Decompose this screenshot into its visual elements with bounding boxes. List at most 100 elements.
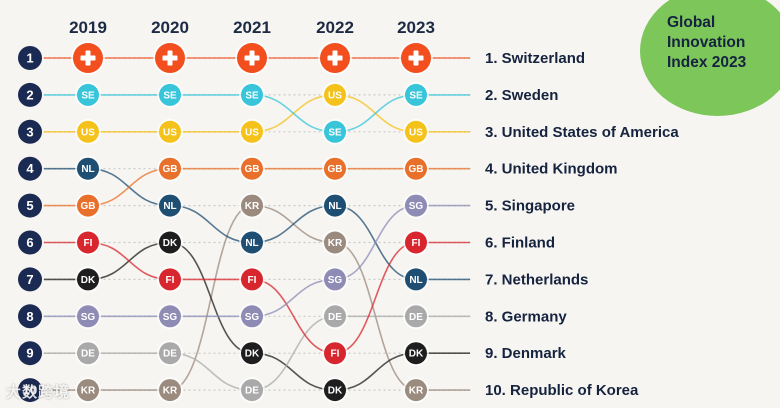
node-dk-2019: [77, 268, 99, 291]
rank-number-3: 3: [26, 124, 33, 139]
node-code-se-2019: SE: [81, 90, 95, 101]
node-code-de-2023: DE: [409, 312, 423, 323]
node-code-dk-2021: DK: [245, 349, 260, 360]
node-se-2023: [405, 83, 427, 106]
rank-circle-1: [18, 46, 42, 70]
node-se-2022: [324, 120, 346, 143]
node-kr-2021: [241, 194, 263, 217]
year-label-2020: 2020: [151, 18, 189, 37]
series-line-nl: [44, 167, 470, 281]
node-nl-2020: [159, 194, 181, 217]
node-nl-2019: [77, 157, 99, 180]
node-us-2019: [77, 120, 99, 143]
node-code-sg-2020: SG: [163, 312, 178, 323]
rank-number-5: 5: [26, 198, 33, 213]
node-code-nl-2020: NL: [163, 201, 176, 212]
rank-number-8: 8: [26, 309, 33, 324]
node-gb-2023: [405, 157, 427, 180]
node-code-sg-2021: SG: [245, 312, 260, 323]
node-sg-2021: [241, 305, 263, 328]
node-code-se-2020: SE: [163, 90, 177, 101]
rank-number-9: 9: [26, 346, 33, 361]
node-dk-2020: [159, 231, 181, 254]
node-code-fi-2022: FI: [331, 349, 340, 360]
node-code-dk-2020: DK: [163, 238, 178, 249]
final-label-9: 9. Denmark: [485, 345, 567, 362]
rank-circle-9: [18, 341, 42, 366]
node-fi-2023: [405, 231, 427, 254]
rank-circle-2: [18, 82, 42, 107]
node-code-us-2019: US: [81, 127, 95, 138]
final-label-6: 6. Finland: [485, 235, 555, 252]
node-sg-2023: [405, 194, 427, 217]
node-code-sg-2022: SG: [328, 275, 343, 286]
rank-circle-6: [18, 230, 42, 255]
node-nl-2022: [324, 194, 346, 217]
rank-circle-3: [18, 119, 42, 144]
node-us-2022: [324, 83, 346, 106]
year-label-2021: 2021: [233, 18, 271, 37]
node-de-2021: [241, 379, 263, 402]
node-nl-2023: [405, 268, 427, 291]
node-gb-2019: [77, 194, 99, 217]
node-fi-2020: [159, 268, 181, 291]
rank-circle-5: [18, 193, 42, 218]
node-se-2020: [159, 83, 181, 106]
node-code-se-2022: SE: [328, 127, 342, 138]
node-code-gb-2022: GB: [328, 164, 343, 175]
node-dk-2022: [324, 379, 346, 402]
node-fi-2019: [77, 231, 99, 254]
node-kr-2019: [77, 379, 99, 402]
chart-title: Global Innovation Index 2023: [667, 14, 747, 71]
node-code-kr-2023: KR: [409, 386, 424, 397]
final-label-8: 8. Germany: [485, 308, 567, 325]
node-code-kr-2022: KR: [328, 238, 343, 249]
node-code-dk-2023: DK: [409, 349, 424, 360]
node-code-de-2020: DE: [163, 349, 177, 360]
title-badge: [640, 0, 780, 116]
rank-number-4: 4: [26, 161, 34, 176]
node-code-fi-2021: FI: [248, 275, 257, 286]
node-code-gb-2023: GB: [409, 164, 424, 175]
final-label-3: 3. United States of America: [485, 124, 679, 141]
node-de-2019: [77, 342, 99, 365]
node-code-fi-2020: FI: [166, 275, 175, 286]
node-code-nl-2022: NL: [328, 201, 341, 212]
rank-number-6: 6: [26, 235, 33, 250]
node-de-2023: [405, 305, 427, 328]
node-nl-2021: [241, 231, 263, 254]
node-code-us-2023: US: [409, 127, 423, 138]
rank-number-1: 1: [26, 51, 33, 66]
node-code-de-2021: DE: [245, 386, 259, 397]
node-code-se-2021: SE: [245, 90, 259, 101]
rank-number-2: 2: [26, 87, 33, 102]
node-us-2021: [241, 120, 263, 143]
node-code-de-2019: DE: [81, 349, 95, 360]
node-code-se-2023: SE: [409, 90, 423, 101]
node-dk-2023: [405, 342, 427, 365]
year-label-2023: 2023: [397, 18, 435, 37]
rank-circle-10: [18, 378, 42, 403]
node-code-nl-2019: NL: [81, 164, 94, 175]
node-se-2021: [241, 83, 263, 106]
node-code-dk-2019: DK: [81, 275, 96, 286]
swiss-cross-icon-h-2023: [408, 55, 424, 61]
node-code-gb-2020: GB: [163, 164, 178, 175]
node-de-2020: [159, 342, 181, 365]
rank-number-7: 7: [26, 272, 33, 287]
node-us-2023: [405, 120, 427, 143]
watermark: 大数跨境: [6, 383, 71, 401]
node-code-sg-2019: SG: [81, 312, 96, 323]
year-label-2022: 2022: [316, 18, 354, 37]
node-code-nl-2021: NL: [245, 238, 258, 249]
node-dk-2021: [241, 342, 263, 365]
rank-number-10: 10: [23, 383, 37, 398]
node-us-2020: [159, 120, 181, 143]
swiss-cross-icon-h-2019: [80, 55, 96, 61]
node-gb-2022: [324, 157, 346, 180]
node-code-us-2022: US: [328, 90, 342, 101]
node-code-de-2022: DE: [328, 312, 342, 323]
final-label-4: 4. United Kingdom: [485, 161, 618, 178]
node-code-kr-2021: KR: [245, 201, 260, 212]
